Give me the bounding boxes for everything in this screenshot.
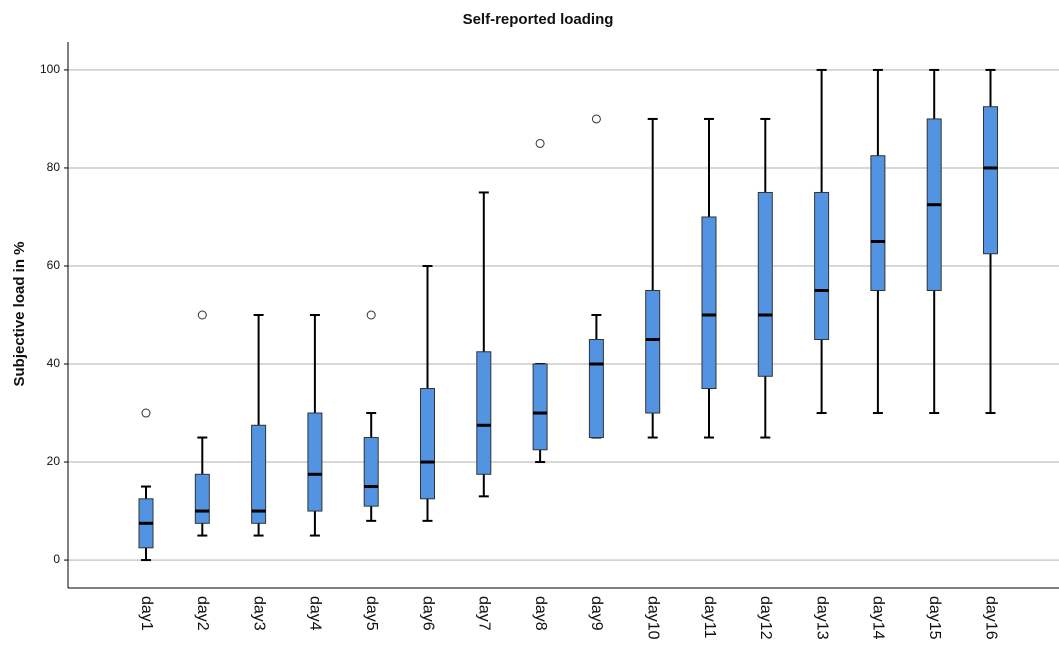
box [645, 289, 661, 414]
y-tick-label: 80 [47, 160, 61, 174]
y-axis-label: Subjective load in % [11, 241, 28, 386]
box [420, 388, 435, 500]
outlier [197, 310, 207, 320]
outlier [366, 310, 376, 320]
y-tick-label: 0 [53, 552, 60, 566]
box [588, 339, 604, 439]
x-tick-label: day10 [644, 596, 661, 640]
box [194, 473, 210, 524]
box [307, 412, 323, 512]
x-tick-label: day5 [363, 596, 380, 631]
x-tick-label: day6 [419, 596, 436, 631]
box [757, 191, 773, 377]
box [532, 363, 548, 451]
chart-title: Self-reported loading [463, 11, 614, 28]
box [983, 106, 998, 255]
y-tick-label: 20 [47, 454, 61, 468]
box [701, 216, 717, 390]
box [870, 155, 886, 291]
x-tick-label: day15 [926, 596, 943, 640]
x-tick-label: day2 [194, 596, 211, 631]
x-tick-label: day8 [532, 596, 549, 631]
x-tick-label: day1 [138, 596, 155, 631]
x-tick-label: day12 [757, 596, 774, 640]
x-tick-label: day9 [588, 596, 605, 631]
box [251, 424, 267, 524]
outlier [591, 114, 601, 124]
x-tick-label: day13 [813, 596, 830, 640]
box [814, 191, 830, 341]
x-tick-label: day16 [982, 596, 999, 640]
x-tick-label: day7 [476, 596, 493, 631]
x-tick-label: day11 [701, 596, 718, 639]
y-tick-label: 40 [47, 356, 61, 370]
outlier [141, 408, 151, 418]
box [363, 437, 379, 507]
x-tick-label: day14 [870, 596, 887, 640]
x-tick-label: day3 [250, 596, 267, 631]
x-tick-label: day4 [307, 596, 324, 631]
y-tick-label: 100 [40, 62, 60, 76]
outlier [535, 138, 545, 148]
y-tick-label: 60 [47, 258, 61, 272]
box [476, 351, 492, 475]
